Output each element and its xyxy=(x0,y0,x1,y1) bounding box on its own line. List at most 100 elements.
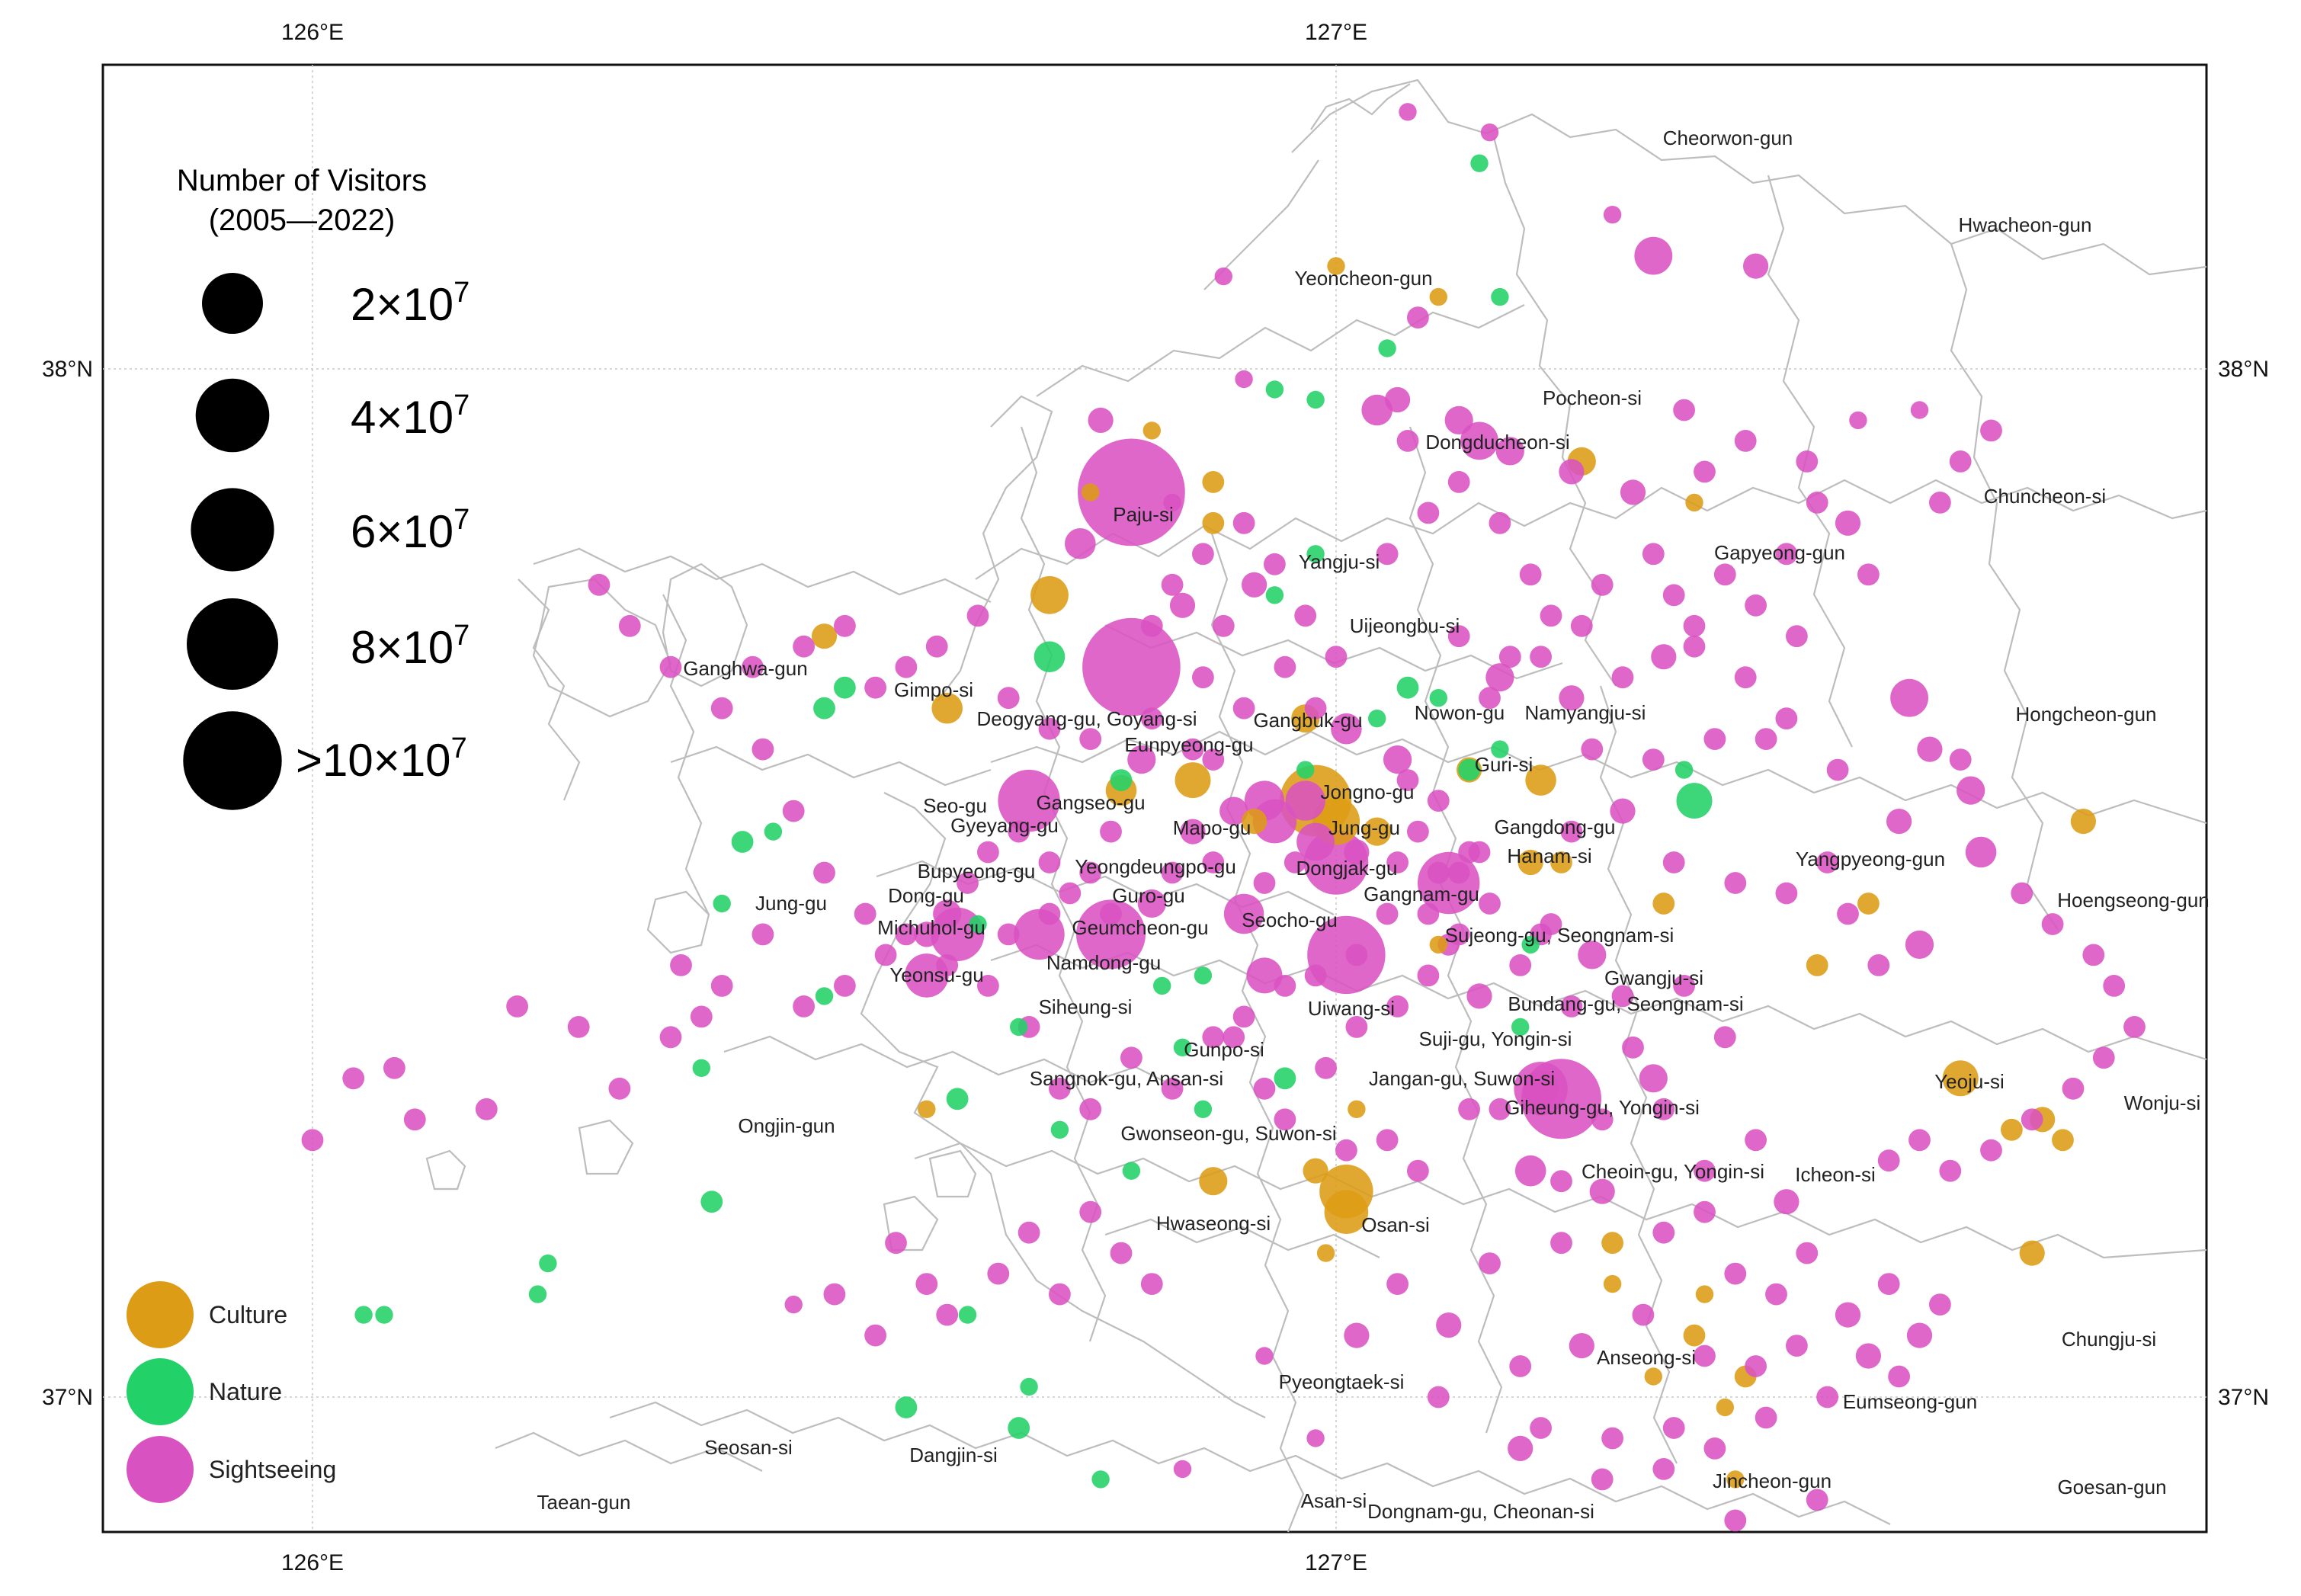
place-label: Icheon-si xyxy=(1795,1163,1876,1186)
sightseeing-visitor-bubble xyxy=(1385,386,1411,413)
sightseeing-visitor-bubble xyxy=(1202,748,1225,771)
sightseeing-visitor-bubble xyxy=(1376,1129,1399,1152)
place-label: Michuhol-gu xyxy=(877,916,985,939)
sightseeing-visitor-bubble xyxy=(1296,822,1335,861)
sightseeing-visitor-bubble xyxy=(710,697,733,719)
sightseeing-visitor-bubble xyxy=(1417,964,1440,987)
place-label: Guro-gu xyxy=(1112,884,1184,907)
sightseeing-visitor-bubble xyxy=(1181,738,1204,761)
sightseeing-visitor-bubble xyxy=(1407,306,1429,328)
sightseeing-visitor-bubble xyxy=(1796,1242,1819,1264)
sightseeing-visitor-bubble xyxy=(383,1056,405,1079)
nature-visitor-bubble xyxy=(1378,339,1396,357)
sightseeing-visitor-bubble xyxy=(1315,1056,1337,1079)
sightseeing-visitor-bubble xyxy=(1703,1437,1726,1460)
culture-visitor-bubble xyxy=(1603,1274,1622,1293)
sightseeing-visitor-bubble xyxy=(1100,902,1122,925)
sightseeing-visitor-bubble xyxy=(1694,1200,1716,1223)
sightseeing-visitor-bubble xyxy=(1396,769,1419,791)
top-lon-126: 126°E xyxy=(281,20,344,45)
sightseeing-visitor-bubble xyxy=(1161,861,1184,884)
place-label: Pyeongtaek-si xyxy=(1279,1370,1405,1393)
sightseeing-visitor-bubble xyxy=(1304,964,1327,987)
nature-visitor-bubble xyxy=(813,697,835,719)
sightseeing-visitor-bubble xyxy=(1076,899,1146,969)
place-label: Uijeongbu-si xyxy=(1350,614,1460,637)
place-label: Wonju-si xyxy=(2124,1091,2201,1114)
culture-visitor-bubble xyxy=(1806,954,1828,976)
sightseeing-visitor-bubble xyxy=(2082,944,2105,966)
culture-visitor-bubble xyxy=(2019,1240,2045,1266)
sightseeing-visitor-bubble xyxy=(1559,459,1585,485)
culture-visitor-bubble xyxy=(1525,764,1556,796)
sightseeing-visitor-bubble xyxy=(1049,1077,1071,1100)
sightseeing-visitor-bubble xyxy=(1826,758,1849,781)
culture-visitor-bubble xyxy=(1030,575,1069,614)
nature-visitor-bubble xyxy=(700,1191,723,1213)
sightseeing-visitor-bubble xyxy=(1255,1347,1274,1365)
sightseeing-visitor-bubble xyxy=(742,655,764,678)
sightseeing-visitor-bubble xyxy=(1386,851,1408,873)
culture-visitor-bubble xyxy=(1327,257,1345,275)
sightseeing-visitor-bubble xyxy=(1038,717,1061,740)
place-label: Jincheon-gun xyxy=(1713,1469,1832,1492)
sightseeing-visitor-bubble xyxy=(1775,882,1798,905)
sightseeing-visitor-bubble xyxy=(2011,882,2033,905)
place-label: Gangdong-gu xyxy=(1494,816,1615,838)
nature-visitor-bubble xyxy=(731,831,754,853)
sightseeing-visitor-bubble xyxy=(1427,790,1450,812)
sightseeing-visitor-bubble xyxy=(1745,1129,1767,1152)
culture-visitor-bubble xyxy=(918,1100,936,1119)
sightseeing-visitor-bubble xyxy=(1835,1302,1861,1328)
sightseeing-visitor-bubble xyxy=(1127,745,1156,774)
sightseeing-visitor-bubble xyxy=(784,1295,803,1314)
sightseeing-visitor-bubble xyxy=(1980,1139,2002,1162)
bottom-lon-126: 126°E xyxy=(281,1550,344,1575)
sightseeing-visitor-bubble xyxy=(690,1005,713,1028)
sightseeing-visitor-bubble xyxy=(997,687,1020,710)
sightseeing-visitor-bubble xyxy=(895,655,918,678)
sightseeing-visitor-bubble xyxy=(1485,663,1514,692)
sightseeing-visitor-bubble xyxy=(1140,1273,1163,1295)
nature-visitor-bubble xyxy=(375,1306,393,1324)
sightseeing-visitor-bubble xyxy=(1835,510,1861,536)
culture-visitor-bubble xyxy=(1348,1100,1366,1119)
size-legend-label: 6×107 xyxy=(351,504,469,557)
sightseeing-visitor-bubble xyxy=(1049,1283,1071,1306)
sightseeing-visitor-bubble xyxy=(1344,1322,1370,1348)
nature-visitor-bubble xyxy=(1429,689,1448,707)
sightseeing-visitor-bubble xyxy=(1855,1343,1881,1369)
size-legend-label: 8×107 xyxy=(351,620,469,673)
size-legend-circle xyxy=(202,273,263,334)
sightseeing-visitor-bubble xyxy=(1622,1036,1644,1059)
sightseeing-visitor-bubble xyxy=(1173,1460,1192,1479)
sightseeing-visitor-bubble xyxy=(1458,1098,1480,1120)
sightseeing-visitor-bubble xyxy=(1816,851,1839,873)
right-lat-38: 38°N xyxy=(2218,357,2269,382)
place-label: Gwonseon-gu, Suwon-si xyxy=(1120,1122,1336,1145)
culture-visitor-bubble xyxy=(1175,762,1211,799)
sightseeing-visitor-bubble xyxy=(1436,1312,1462,1338)
place-label: Dong-gu xyxy=(888,884,964,907)
sightseeing-visitor-bubble xyxy=(1523,1070,1559,1107)
place-label: Ongjin-gun xyxy=(738,1114,835,1137)
place-label: Jangan-gu, Suwon-si xyxy=(1369,1067,1555,1090)
sightseeing-visitor-bubble xyxy=(1242,572,1267,598)
sightseeing-visitor-bubble xyxy=(1867,954,1890,976)
place-label: Gangseo-gu xyxy=(1036,791,1145,814)
sightseeing-visitor-bubble xyxy=(1399,103,1417,121)
sightseeing-visitor-bubble xyxy=(1361,394,1392,426)
sightseeing-visitor-bubble xyxy=(1560,820,1583,843)
culture-visitor-bubble xyxy=(1303,1158,1328,1184)
culture-visitor-bubble xyxy=(1202,471,1225,493)
sightseeing-visitor-bubble xyxy=(1929,492,1951,514)
sightseeing-visitor-bubble xyxy=(1765,1283,1787,1306)
sightseeing-visitor-bubble xyxy=(1591,1108,1614,1131)
nature-visitor-bubble xyxy=(1368,710,1386,728)
sightseeing-visitor-bubble xyxy=(1540,604,1562,627)
culture-visitor-bubble xyxy=(2070,809,2096,835)
nature-visitor-bubble xyxy=(1674,761,1694,779)
sightseeing-visitor-bubble xyxy=(752,923,774,946)
nature-visitor-bubble xyxy=(1110,769,1133,791)
place-label: Seocho-gu xyxy=(1242,909,1338,931)
